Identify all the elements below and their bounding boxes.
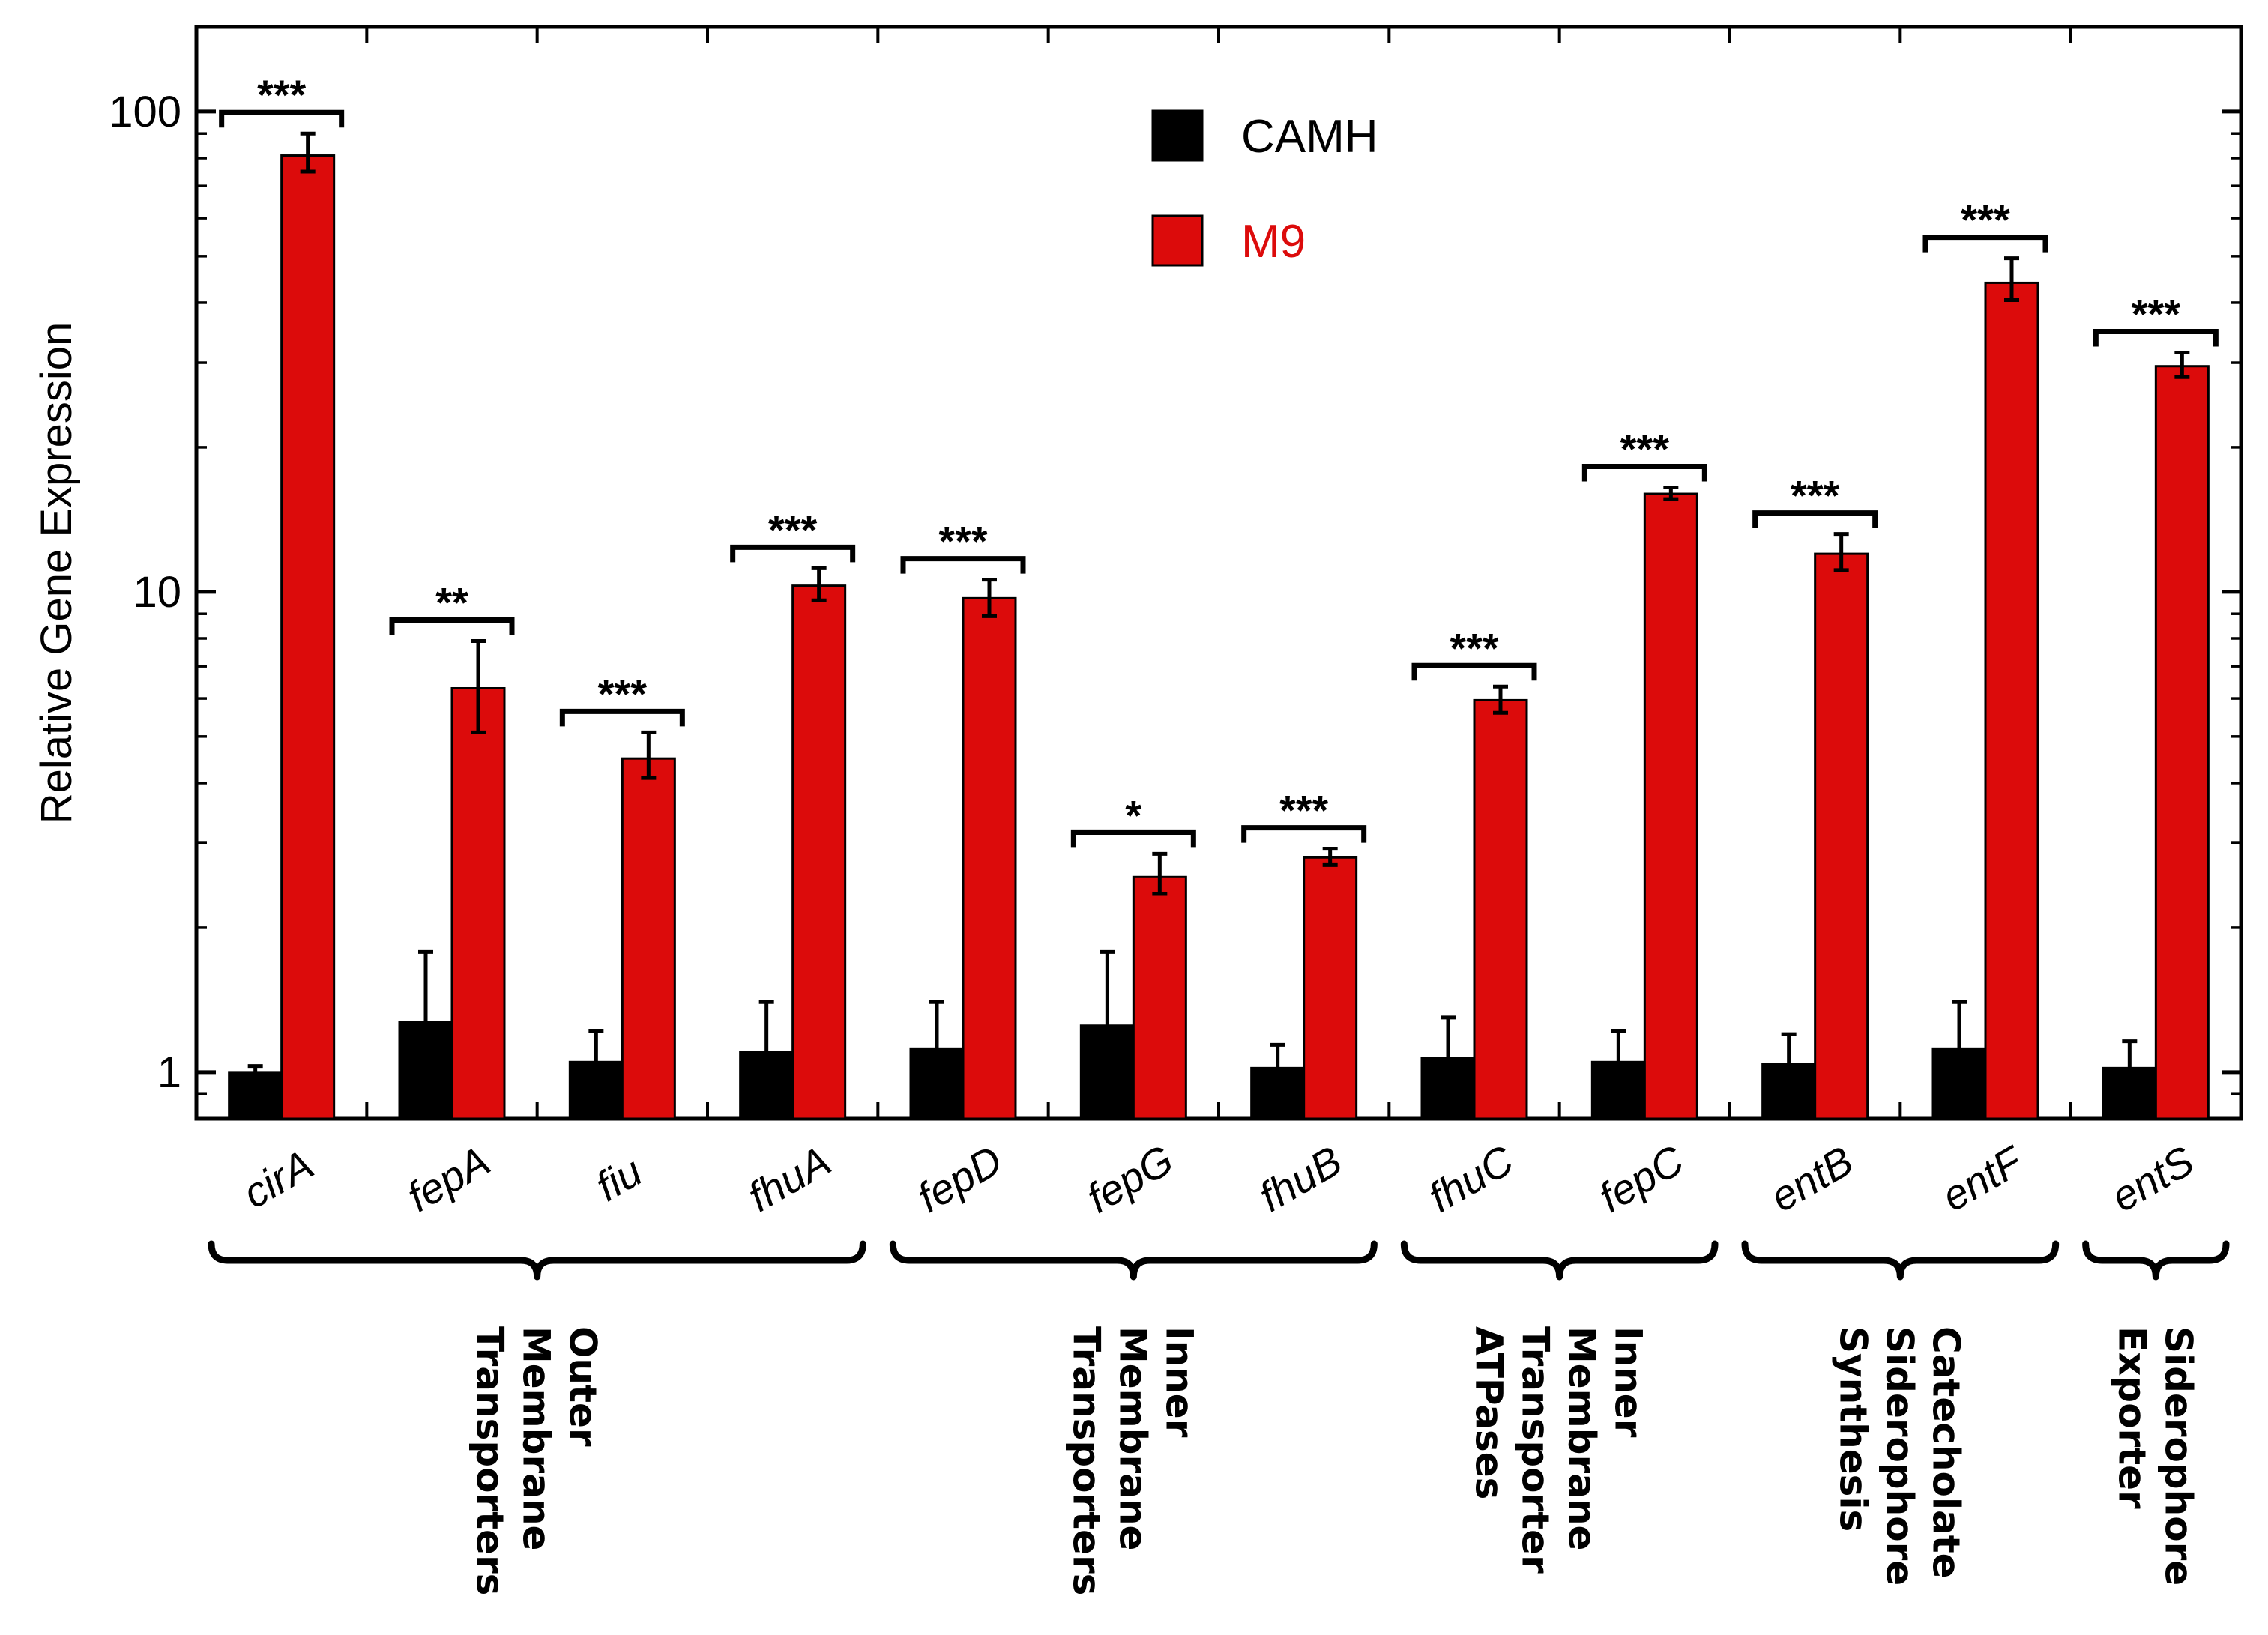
significance-bracket-fhuC	[1411, 662, 1537, 681]
significance-label-fepG: *	[1125, 791, 1141, 838]
gene-labels: cirA fepA fiu fhuA fepD fepG fhuB fhuC fepC entB e…	[235, 1135, 2201, 1221]
bar-camh-entB	[1761, 1063, 1817, 1120]
bar-m9-fepA	[450, 687, 506, 1120]
y-axis-label: Relative Gene Expression	[32, 322, 81, 825]
significance-bracket-fhuA	[730, 544, 856, 563]
gene-label-fhuA: fhuA	[740, 1137, 838, 1221]
group-label-0-line-1: Membrane	[515, 1326, 558, 1550]
significance-label-fepC: ***	[1620, 425, 1670, 472]
bar-m9-fhuC	[1473, 698, 1528, 1120]
gene-label-fepG: fepG	[1079, 1135, 1181, 1221]
group-label-2-line-1: Membrane	[1560, 1326, 1604, 1550]
significance-bracket-fepA	[389, 617, 515, 635]
bar-camh-fepA	[398, 1021, 453, 1120]
bar-m9-entS	[2154, 365, 2210, 1120]
significance-label-fepA: **	[435, 578, 468, 626]
gene-label-fepC: fepC	[1591, 1136, 1692, 1221]
legend-swatch-m9	[1151, 214, 1204, 267]
group-label-0-line-2: Transporters	[468, 1326, 512, 1595]
group-label-1-line-2: Transporters	[1064, 1326, 1108, 1595]
bar-m9-fhuA	[791, 584, 847, 1120]
significance-label-entF: ***	[1961, 196, 2010, 244]
bar-camh-entS	[2102, 1066, 2157, 1120]
bar-m9-entB	[1814, 552, 1869, 1120]
group-label-1-line-1: Membrane	[1111, 1326, 1154, 1550]
gene-label-fiu: fiu	[588, 1147, 650, 1210]
bar-camh-cirA	[228, 1071, 283, 1120]
gene-label-entS: entS	[2103, 1137, 2201, 1221]
bar-m9-fiu	[621, 757, 676, 1120]
bar-m9-fhuB	[1303, 856, 1358, 1120]
bar-m9-cirA	[280, 154, 336, 1120]
gene-label-fepD: fepD	[909, 1136, 1010, 1221]
group-label-2-line-0: Inner	[1607, 1326, 1650, 1438]
gene-label-fepA: fepA	[399, 1137, 498, 1221]
significance-label-entB: ***	[1791, 472, 1840, 519]
bar-camh-entF	[1931, 1047, 1987, 1120]
legend-label-camh: CAMH	[1241, 111, 1378, 163]
group-bracket-0	[208, 1240, 866, 1281]
gene-label-fhuB: fhuB	[1251, 1137, 1349, 1221]
significance-bracket-fepD	[900, 556, 1026, 574]
group-bracket-2	[1400, 1240, 1719, 1281]
bar-m9-fepD	[962, 596, 1017, 1120]
bar-camh-fepG	[1079, 1024, 1135, 1120]
group-label-4-line-1: Exporter	[2110, 1326, 2153, 1509]
bar-camh-fhuA	[739, 1051, 794, 1120]
legend: CAMH M9	[1151, 109, 1378, 268]
significance-bracket-fiu	[559, 708, 685, 727]
bar-m9-fepC	[1643, 492, 1698, 1120]
group-bracket-4	[2082, 1240, 2230, 1281]
bar-camh-fhuB	[1250, 1066, 1306, 1120]
significance-bracket-entB	[1752, 510, 1878, 528]
bar-m9-fepG	[1132, 875, 1187, 1120]
y-tick-label: 1	[157, 1048, 181, 1097]
group-label-4-line-0: Siderophore	[2156, 1326, 2200, 1586]
bar-camh-fepD	[909, 1047, 965, 1120]
significance-label-fepD: ***	[938, 518, 988, 565]
gene-label-entB: entB	[1762, 1137, 1860, 1221]
significance-bracket-fepC	[1581, 463, 1707, 482]
significance-bracket-cirA	[219, 109, 345, 128]
bar-camh-fiu	[568, 1060, 624, 1120]
gene-label-entF: entF	[1934, 1136, 2032, 1220]
legend-label-m9: M9	[1241, 216, 1306, 268]
group-label-3-line-0: Catecholate	[1924, 1326, 1967, 1579]
bar-camh-fhuC	[1420, 1057, 1476, 1120]
y-tick-label: 100	[109, 88, 181, 136]
group-label-3-line-2: Synthesis	[1831, 1326, 1875, 1532]
significance-label-entS: ***	[2132, 290, 2181, 337]
significance-label-fhuC: ***	[1450, 624, 1499, 671]
group-label-0-line-0: Outer	[561, 1326, 605, 1447]
bar-camh-fepC	[1590, 1060, 1646, 1120]
gene-label-fhuC: fhuC	[1420, 1136, 1521, 1221]
group-bracket-1	[889, 1240, 1378, 1281]
group-label-2-line-2: Transporter	[1514, 1326, 1557, 1574]
significance-bracket-entF	[1922, 235, 2048, 253]
group-bracket-3	[1741, 1240, 2060, 1281]
significance-bracket-fhuB	[1241, 825, 1367, 843]
y-tick-label: 10	[133, 568, 181, 617]
significance-label-fhuB: ***	[1279, 787, 1329, 834]
significance-label-cirA: ***	[257, 71, 307, 118]
significance-bracket-entS	[2093, 328, 2219, 347]
significance-label-fhuA: ***	[768, 506, 818, 553]
group-label-3-line-1: Siderophore	[1878, 1326, 1921, 1586]
legend-swatch-camh	[1151, 109, 1204, 162]
group-label-2-line-3: ATPases	[1468, 1326, 1511, 1499]
significance-label-fiu: ***	[598, 670, 648, 717]
gene-label-cirA: cirA	[235, 1140, 321, 1218]
significance-bracket-fepG	[1070, 829, 1196, 848]
bar-m9-entF	[1984, 281, 2039, 1120]
group-label-1-line-0: Inner	[1157, 1326, 1201, 1438]
